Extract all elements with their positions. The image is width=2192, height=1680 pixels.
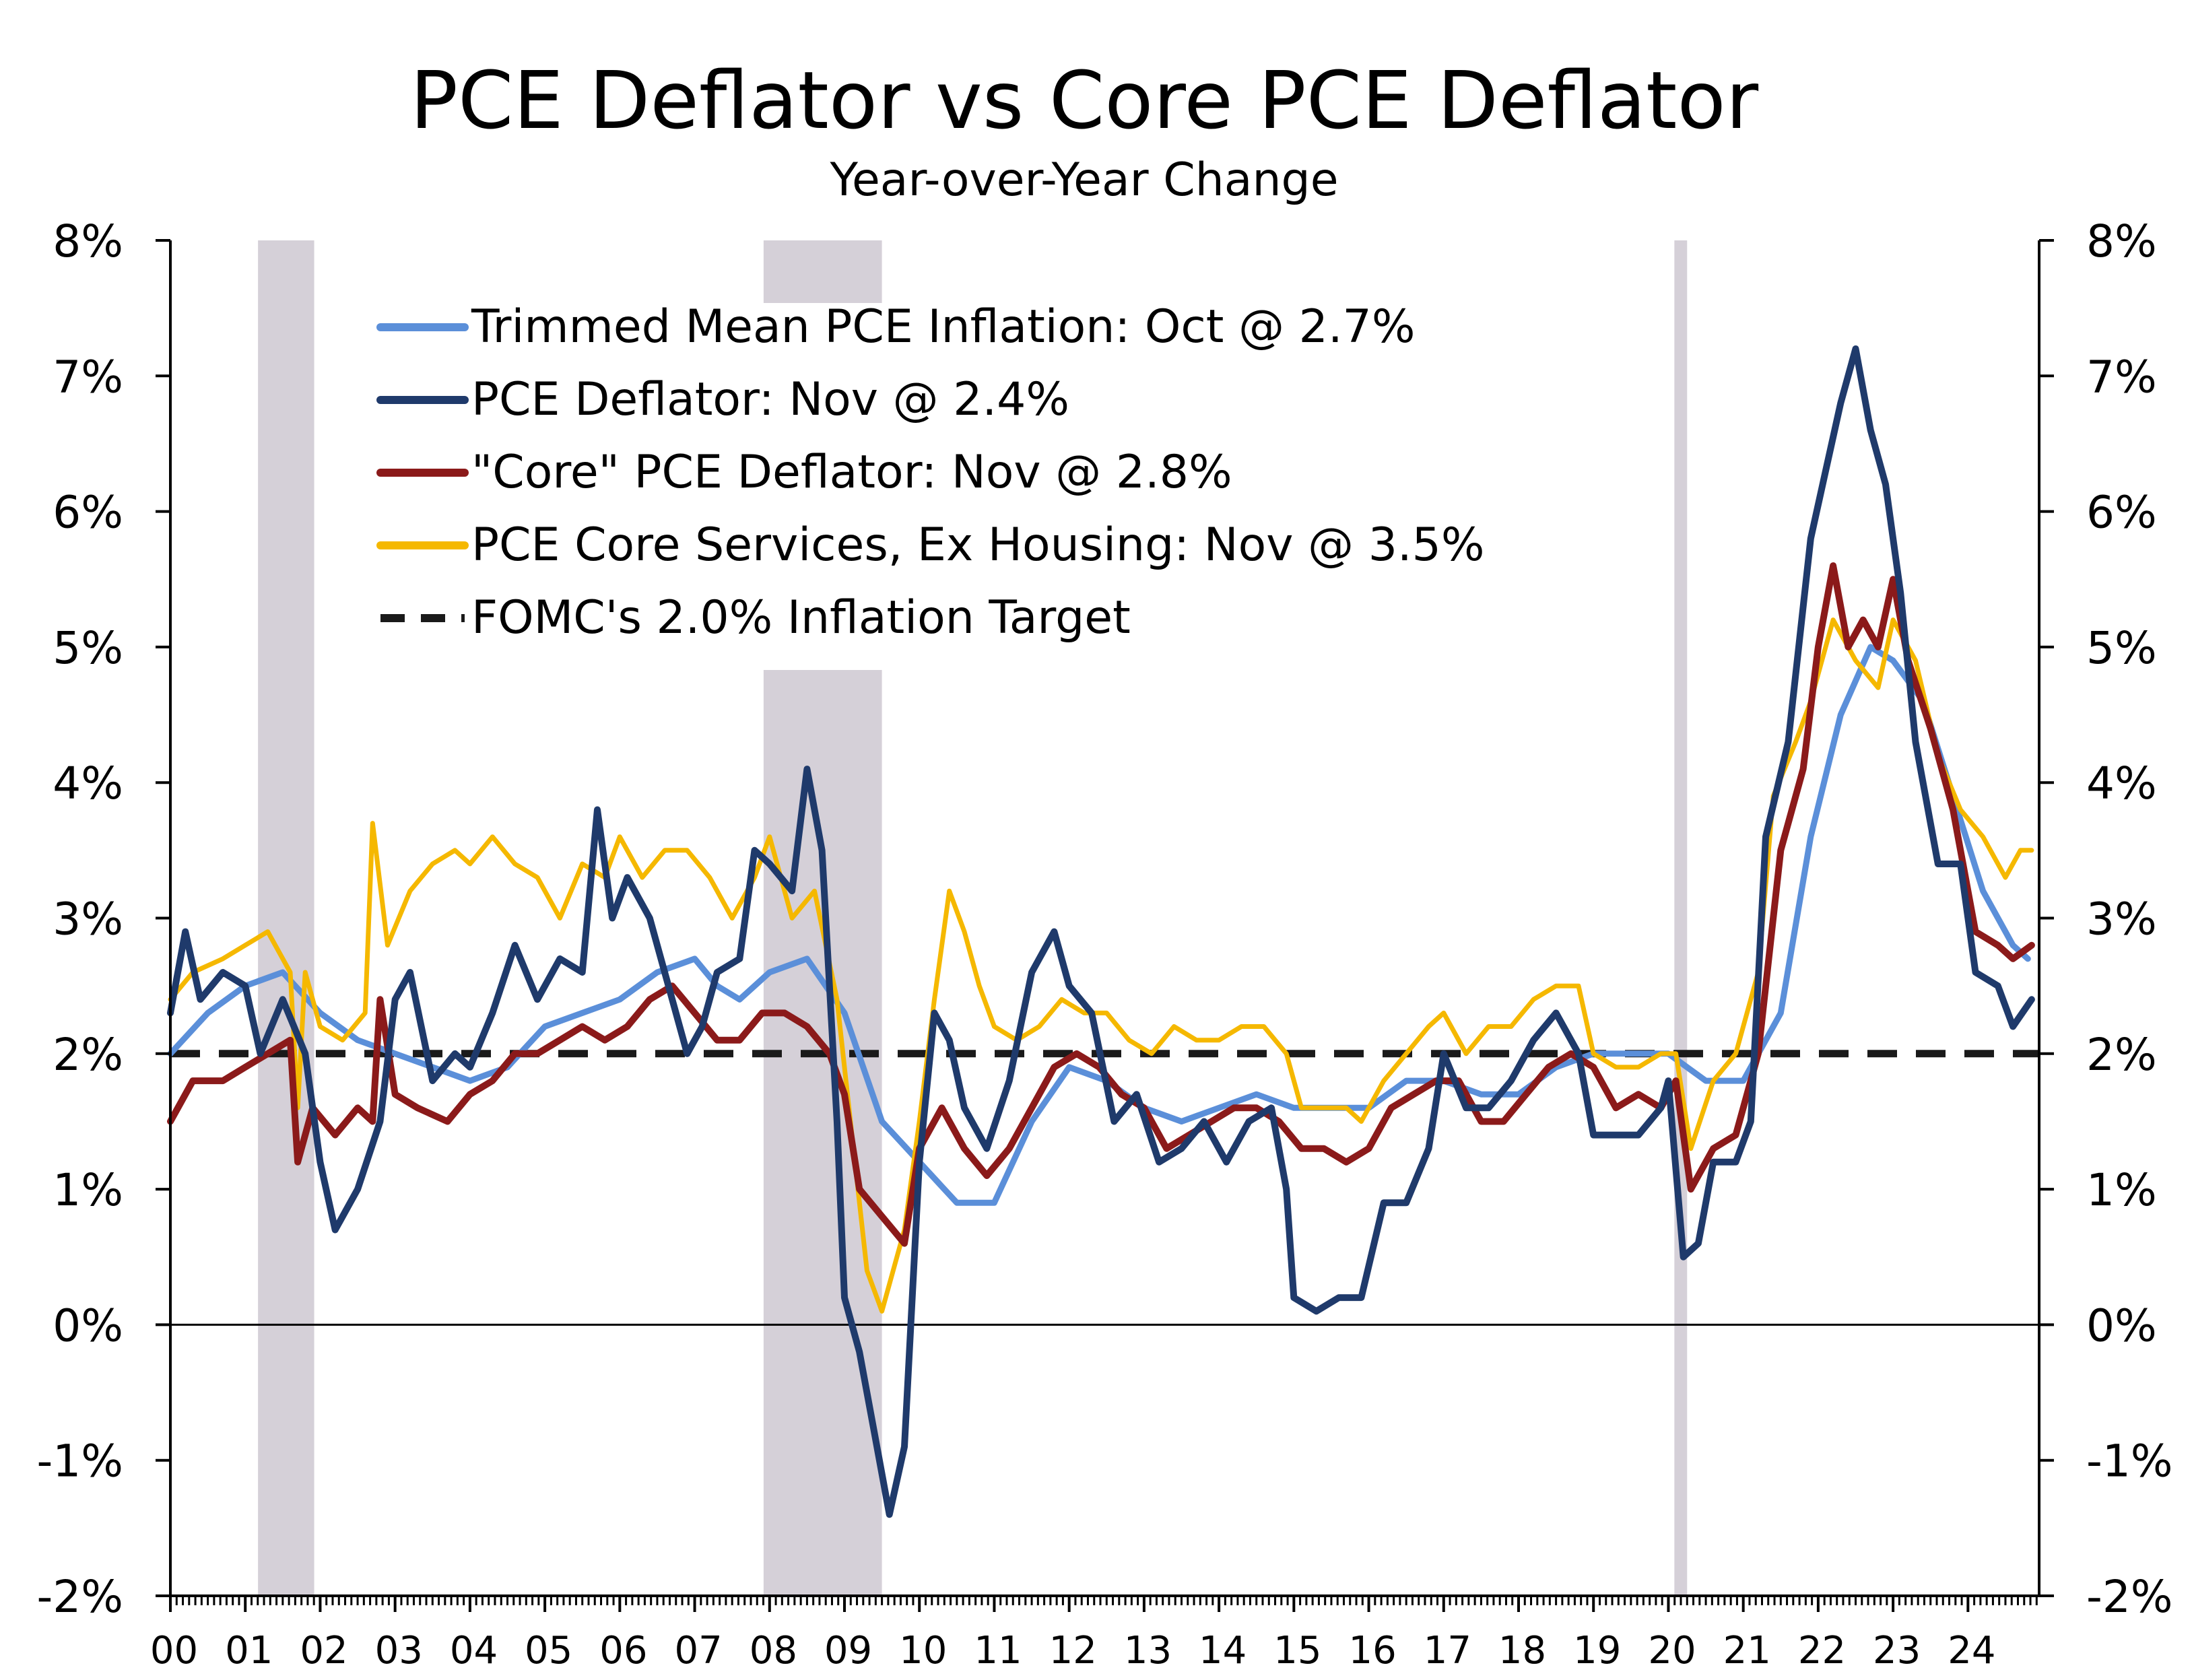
y-tick-label-left: -1% [36,1436,123,1487]
x-tick-label: 02 [300,1629,347,1673]
axes: -2% -2% -1% -1% 0% 0% 1% 1% 2% 2% 3% 3% 4% 4% 5% 5% 6% 6%… [36,215,2172,1673]
x-tick-label: 10 [899,1629,947,1673]
y-tick-label-right: 6% [2086,487,2157,539]
x-tick-label: 23 [1873,1629,1921,1673]
x-tick-label: 21 [1723,1629,1771,1673]
y-tick-label-right: 7% [2086,351,2157,403]
x-tick-label: 01 [225,1629,273,1673]
y-tick-label-right: 1% [2086,1164,2157,1216]
y-tick-label-left: 1% [53,1164,123,1216]
y-tick-label-left: 7% [53,351,123,403]
recession-band-1 [258,240,314,1596]
series-line-3 [167,562,2035,1247]
recession-band-2-bottom [763,670,882,1596]
y-tick-label-right: 3% [2086,894,2157,945]
x-tick-label: 09 [824,1629,872,1673]
x-tick-label: 22 [1798,1629,1846,1673]
x-tick-label: 03 [375,1629,423,1673]
recession-band-3 [1674,240,1688,1596]
x-tick-label: 18 [1498,1629,1546,1673]
y-tick-label-right: 4% [2086,758,2157,809]
x-tick-label: 11 [974,1629,1022,1673]
series-line-4 [168,617,2034,1314]
series-lines [167,345,2035,1518]
x-tick-label: 08 [750,1629,797,1673]
legend-label-2: PCE Deflator: Nov @ 2.4% [471,373,1069,426]
y-tick-label-right: 0% [2086,1300,2157,1351]
y-tick-label-left: 2% [53,1029,123,1081]
y-tick-label-right: 5% [2086,622,2157,674]
x-tick-label: 12 [1049,1629,1097,1673]
y-tick-label-right: -1% [2086,1436,2173,1487]
x-tick-label: 20 [1648,1629,1696,1673]
x-tick-label: 19 [1573,1629,1621,1673]
legend-label-4: PCE Core Services, Ex Housing: Nov @ 3.5… [471,518,1485,572]
x-tick-label: 24 [1948,1629,1995,1673]
x-tick-label: 00 [150,1629,198,1673]
y-tick-label-right: 8% [2086,215,2157,267]
x-tick-label: 07 [674,1629,722,1673]
x-tick-label: 17 [1424,1629,1471,1673]
x-tick-label: 15 [1273,1629,1321,1673]
y-tick-label-left: 0% [53,1300,123,1351]
chart-title: PCE Deflator vs Core PCE Deflator [410,54,1759,147]
x-tick-label: 13 [1124,1629,1172,1673]
x-tick-label: 04 [450,1629,498,1673]
series-line-2 [167,345,2035,1518]
x-tick-label: 14 [1199,1629,1247,1673]
x-tick-label: 16 [1348,1629,1396,1673]
legend: Trimmed Mean PCE Inflation: Oct @ 2.7% PC… [376,300,1485,644]
chart-subtitle: Year-over-Year Change [829,154,1338,207]
x-tick-label: 06 [599,1629,647,1673]
legend-label-5: FOMC's 2.0% Inflation Target [471,591,1131,644]
recession-shading [258,240,1688,1596]
y-tick-label-left: 5% [53,622,123,674]
y-tick-label-left: 3% [53,894,123,945]
y-tick-label-right: 2% [2086,1029,2157,1081]
y-tick-label-left: 8% [53,215,123,267]
y-tick-label-left: 4% [53,758,123,809]
y-tick-label-left: 6% [53,487,123,539]
y-tick-label-left: -2% [36,1571,123,1623]
recession-band-2-top [763,240,882,303]
legend-label-1: Trimmed Mean PCE Inflation: Oct @ 2.7% [471,300,1415,354]
legend-label-3: "Core" PCE Deflator: Nov @ 2.8% [471,446,1232,499]
x-tick-label: 05 [525,1629,572,1673]
y-tick-label-right: -2% [2086,1571,2173,1623]
